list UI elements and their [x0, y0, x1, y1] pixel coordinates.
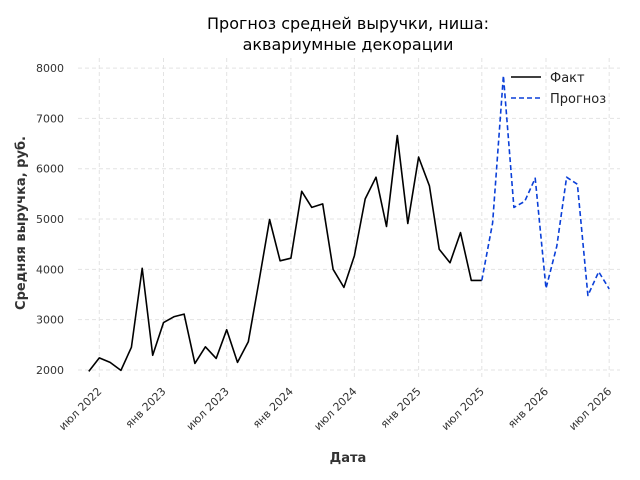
y-tick-label: 3000 [36, 314, 64, 327]
x-axis-label: Дата [330, 451, 367, 466]
y-tick-label: 4000 [36, 263, 64, 276]
series-lines [88, 74, 610, 372]
x-tick-label: июл 2026 [566, 385, 614, 433]
series-line-forecast [481, 74, 610, 297]
y-tick-label: 5000 [36, 213, 64, 226]
chart-title-line-1: Прогноз средней выручки, ниша: [207, 14, 489, 33]
x-tick-label: июл 2025 [439, 385, 487, 433]
y-axis-label: Средняя выручка, руб. [14, 136, 29, 310]
x-axis-ticks: июл 2022 янв 2023 июл 2023 янв 2024 июл 2024… [56, 385, 614, 433]
y-tick-label: 7000 [36, 112, 64, 125]
legend-label-fact: Факт [550, 71, 585, 86]
x-tick-label: янв 2025 [378, 385, 424, 431]
legend-label-forecast: Прогноз [550, 92, 606, 107]
y-tick-label: 2000 [36, 364, 64, 377]
x-tick-label: июл 2023 [184, 385, 232, 433]
grid-lines [78, 58, 620, 380]
x-tick-label: июл 2022 [56, 385, 104, 433]
x-tick-label: янв 2023 [123, 385, 169, 431]
series-line-fact [88, 134, 482, 372]
y-axis-ticks: 2000 3000 4000 5000 6000 7000 8000 [36, 62, 64, 377]
chart-title-line-2: аквариумные декорации [243, 35, 454, 54]
x-tick-label: янв 2024 [250, 385, 296, 431]
legend: Факт Прогноз [511, 71, 606, 107]
y-tick-label: 8000 [36, 62, 64, 75]
x-tick-label: янв 2026 [505, 385, 551, 431]
y-tick-label: 6000 [36, 163, 64, 176]
x-tick-label: июл 2024 [311, 385, 359, 433]
